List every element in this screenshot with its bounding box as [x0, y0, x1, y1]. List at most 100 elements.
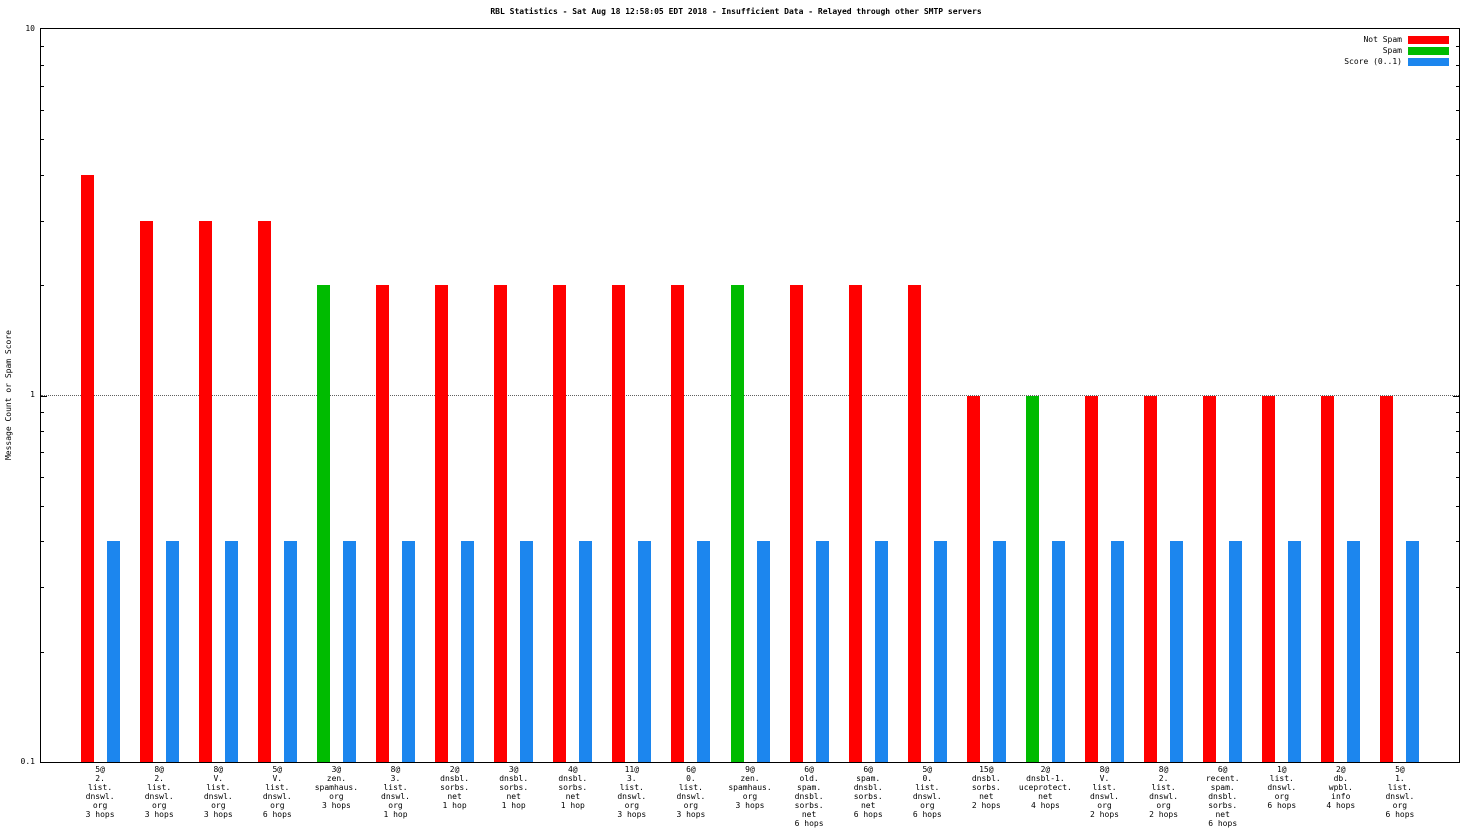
bar-not-spam: [494, 285, 508, 762]
bar-score: [1051, 541, 1065, 762]
x-axis-group-label: 8@ 3. list. dnswl. org 1 hop: [381, 765, 410, 819]
y-axis-minor-tick: [1456, 285, 1459, 287]
bar-score: [342, 541, 356, 762]
y-axis-minor-tick: [1456, 174, 1459, 176]
x-axis-group-label: 15@ dnsbl. sorbs. net 2 hops: [971, 765, 1001, 810]
y-axis-minor-tick: [41, 85, 44, 87]
y-axis-minor-tick: [1456, 476, 1459, 478]
y-axis-minor-tick: [41, 412, 44, 414]
y-axis-minor-tick: [41, 139, 44, 141]
y-axis-minor-tick: [1456, 110, 1459, 112]
bar-score: [579, 541, 593, 762]
legend-swatch-score: [1408, 57, 1449, 66]
bar-not-spam: [789, 285, 803, 762]
legend: Not Spam Spam Score (0..1): [1344, 34, 1449, 67]
bar-score: [165, 541, 179, 762]
legend-row-score: Score (0..1): [1344, 56, 1449, 67]
bar-score: [520, 541, 534, 762]
x-axis-group-label: 8@ V. list. dnswl. org 3 hops: [203, 765, 233, 819]
x-axis-group-label: 9@ zen. spamhaus. org 3 hops: [728, 765, 772, 810]
bar-score: [283, 541, 297, 762]
y-axis-minor-tick: [41, 174, 44, 176]
y-axis-minor-tick: [1456, 431, 1459, 432]
bar-score: [1170, 541, 1184, 762]
x-axis-group-label: 5@ V. list. dnswl. org 6 hops: [262, 765, 292, 819]
y-axis-minor-tick: [1456, 541, 1459, 543]
y-axis-minor-tick: [41, 431, 44, 432]
bar-score: [1288, 541, 1302, 762]
y-axis-major-tick: [41, 395, 47, 397]
legend-swatch-spam: [1408, 46, 1449, 55]
bar-score: [106, 541, 120, 762]
bar-score: [874, 541, 888, 762]
bar-not-spam: [966, 395, 980, 762]
y-axis-minor-tick: [41, 220, 44, 222]
x-axis-group-label: 5@ 0. list. dnswl. org 6 hops: [912, 765, 942, 819]
y-axis-minor-tick: [41, 110, 44, 112]
legend-label-score: Score (0..1): [1344, 57, 1402, 66]
bar-score: [933, 541, 947, 762]
legend-swatch-not-spam: [1408, 35, 1449, 44]
bar-not-spam: [1262, 395, 1276, 762]
y-axis-minor-tick: [1456, 651, 1459, 653]
bar-score: [815, 541, 829, 762]
y-axis-minor-tick: [1456, 587, 1459, 589]
bar-spam: [316, 285, 330, 762]
y-tick-label-1: 1: [30, 390, 35, 399]
bar-not-spam: [1085, 395, 1098, 762]
y-axis-minor-tick: [1456, 139, 1459, 141]
bar-not-spam: [435, 285, 449, 762]
bar-not-spam: [1380, 395, 1394, 762]
y-axis-minor-tick: [41, 651, 44, 653]
y-axis-minor-tick: [41, 505, 44, 507]
bar-not-spam: [139, 220, 153, 762]
bar-not-spam: [198, 220, 212, 762]
bar-not-spam: [1203, 395, 1217, 762]
x-axis-group-label: 8@ 2. list. dnswl. org 2 hops: [1149, 765, 1179, 819]
x-axis-group-label: 6@ spam. dnsbl. sorbs. net 6 hops: [853, 765, 883, 819]
x-axis-group-label: 8@ 2. list. dnswl. org 3 hops: [144, 765, 174, 819]
x-axis-group-label: 11@ 3. list. dnswl. org 3 hops: [617, 765, 647, 819]
y-axis-minor-tick: [1456, 220, 1459, 222]
legend-row-not-spam: Not Spam: [1344, 34, 1449, 45]
bar-not-spam: [376, 285, 389, 762]
bar-not-spam: [80, 174, 94, 762]
bar-score: [224, 541, 238, 762]
legend-label-not-spam: Not Spam: [1363, 35, 1402, 44]
bar-not-spam: [1321, 395, 1335, 762]
y-axis-minor-tick: [1456, 45, 1459, 47]
x-axis-group-label: 4@ dnsbl. sorbs. net 1 hop: [558, 765, 588, 810]
bar-score: [1406, 541, 1420, 762]
x-axis-group-label: 6@ old. spam. dnsbl. sorbs. net 6 hops: [794, 765, 824, 828]
bar-score: [697, 541, 711, 762]
x-axis-group-label: 5@ 1. list. dnswl. org 6 hops: [1385, 765, 1415, 819]
y-axis-minor-tick: [41, 541, 44, 543]
x-axis-group-label: 5@ 2. list. dnswl. org 3 hops: [85, 765, 115, 819]
y-axis-minor-tick: [1456, 412, 1459, 414]
y-axis-major-tick: [1453, 395, 1459, 397]
bar-score: [461, 541, 475, 762]
bar-not-spam: [553, 285, 567, 762]
bar-score: [756, 541, 770, 762]
y-axis-minor-tick: [1456, 505, 1459, 507]
legend-label-spam: Spam: [1382, 46, 1402, 55]
bar-not-spam: [848, 285, 862, 762]
y-axis-minor-tick: [1456, 85, 1459, 87]
x-axis-group-label: 1@ list. dnswl. org 6 hops: [1267, 765, 1297, 810]
bar-not-spam: [907, 285, 921, 762]
x-axis-group-label: 3@ dnsbl. sorbs. net 1 hop: [499, 765, 529, 810]
legend-row-spam: Spam: [1344, 45, 1449, 56]
y-axis-minor-tick: [1456, 64, 1459, 66]
x-axis-group-label: 2@ dnsbl. sorbs. net 1 hop: [440, 765, 470, 810]
y-axis-minor-tick: [41, 285, 44, 287]
x-axis-group-label: 2@ db. wpbl. info 4 hops: [1326, 765, 1356, 810]
bar-spam: [730, 285, 744, 762]
bar-score: [992, 541, 1006, 762]
x-axis-group-label: 3@ zen. spamhaus. org 3 hops: [314, 765, 359, 810]
chart-title: RBL Statistics - Sat Aug 18 12:58:05 EDT…: [490, 7, 982, 16]
x-axis-group-label: 6@ 0. list. dnswl. org 3 hops: [676, 765, 706, 819]
y-axis-minor-tick: [41, 587, 44, 589]
y-tick-label-0-1: 0.1: [20, 757, 35, 766]
bar-not-spam: [671, 285, 685, 762]
